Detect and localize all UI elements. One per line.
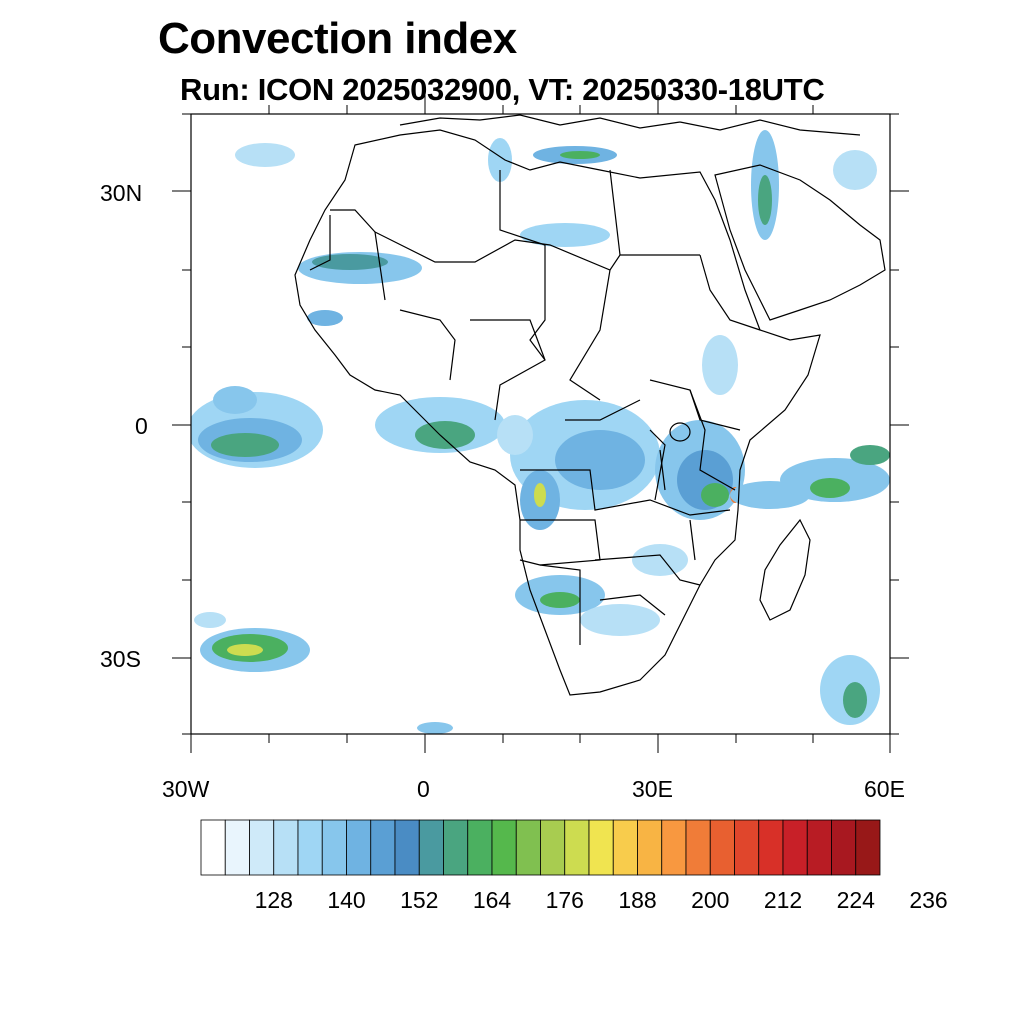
colorbar-tick-label: 224 bbox=[836, 887, 875, 913]
colorbar-tick-label: 164 bbox=[472, 887, 512, 913]
map-frame bbox=[190, 113, 891, 735]
colorbar-swatch bbox=[588, 819, 614, 876]
colorbar-swatch bbox=[370, 819, 396, 876]
colorbar-tick-label: 128 bbox=[254, 887, 293, 913]
colorbar-swatch bbox=[297, 819, 323, 876]
colorbar-swatch bbox=[273, 819, 299, 876]
colorbar-swatch bbox=[418, 819, 444, 876]
colorbar-swatch bbox=[394, 819, 420, 876]
colorbar-swatch bbox=[831, 819, 857, 876]
colorbar-swatch bbox=[224, 819, 250, 876]
lon-label-60e: 60E bbox=[864, 776, 905, 802]
lat-label-30n: 30N bbox=[100, 180, 143, 206]
colorbar-swatch bbox=[515, 819, 541, 876]
colorbar-tick-label: 152 bbox=[400, 887, 439, 913]
colorbar-swatch bbox=[467, 819, 493, 876]
colorbar-swatch bbox=[443, 819, 469, 876]
colorbar bbox=[200, 819, 881, 876]
lon-label-30e: 30E bbox=[632, 776, 673, 802]
colorbar-tick-label: 188 bbox=[618, 887, 657, 913]
lat-label-0: 0 bbox=[135, 413, 148, 439]
colorbar-tick-label: 176 bbox=[545, 887, 584, 913]
colorbar-swatch bbox=[855, 819, 881, 876]
colorbar-swatch bbox=[564, 819, 590, 876]
colorbar-tick-label: 140 bbox=[327, 887, 366, 913]
colorbar-swatch bbox=[685, 819, 711, 876]
colorbar-tick-label: 200 bbox=[691, 887, 730, 913]
colorbar-swatch bbox=[321, 819, 347, 876]
lon-label-0: 0 bbox=[417, 776, 430, 802]
map-title: Convection index bbox=[158, 14, 517, 63]
map-subtitle: Run: ICON 2025032900, VT: 20250330-18UTC bbox=[180, 72, 825, 107]
colorbar-swatch bbox=[661, 819, 687, 876]
colorbar-swatch bbox=[491, 819, 517, 876]
colorbar-swatch bbox=[612, 819, 638, 876]
coastlines bbox=[294, 114, 886, 696]
colorbar-swatch bbox=[200, 819, 226, 876]
colorbar-swatch bbox=[346, 819, 372, 876]
axis-ticks bbox=[172, 95, 909, 753]
colorbar-tick-label: 212 bbox=[763, 887, 803, 913]
colorbar-swatch bbox=[637, 819, 663, 876]
lon-label-30w: 30W bbox=[162, 776, 210, 802]
colorbar-swatch bbox=[734, 819, 760, 876]
colorbar-swatch bbox=[806, 819, 832, 876]
colorbar-swatch bbox=[758, 819, 784, 876]
lat-label-30s: 30S bbox=[100, 646, 141, 672]
colorbar-swatch bbox=[709, 819, 735, 876]
convection-field bbox=[191, 130, 890, 734]
colorbar-swatch bbox=[540, 819, 566, 876]
colorbar-tick-label: 236 bbox=[909, 887, 948, 913]
colorbar-swatch bbox=[249, 819, 275, 876]
colorbar-swatch bbox=[782, 819, 808, 876]
